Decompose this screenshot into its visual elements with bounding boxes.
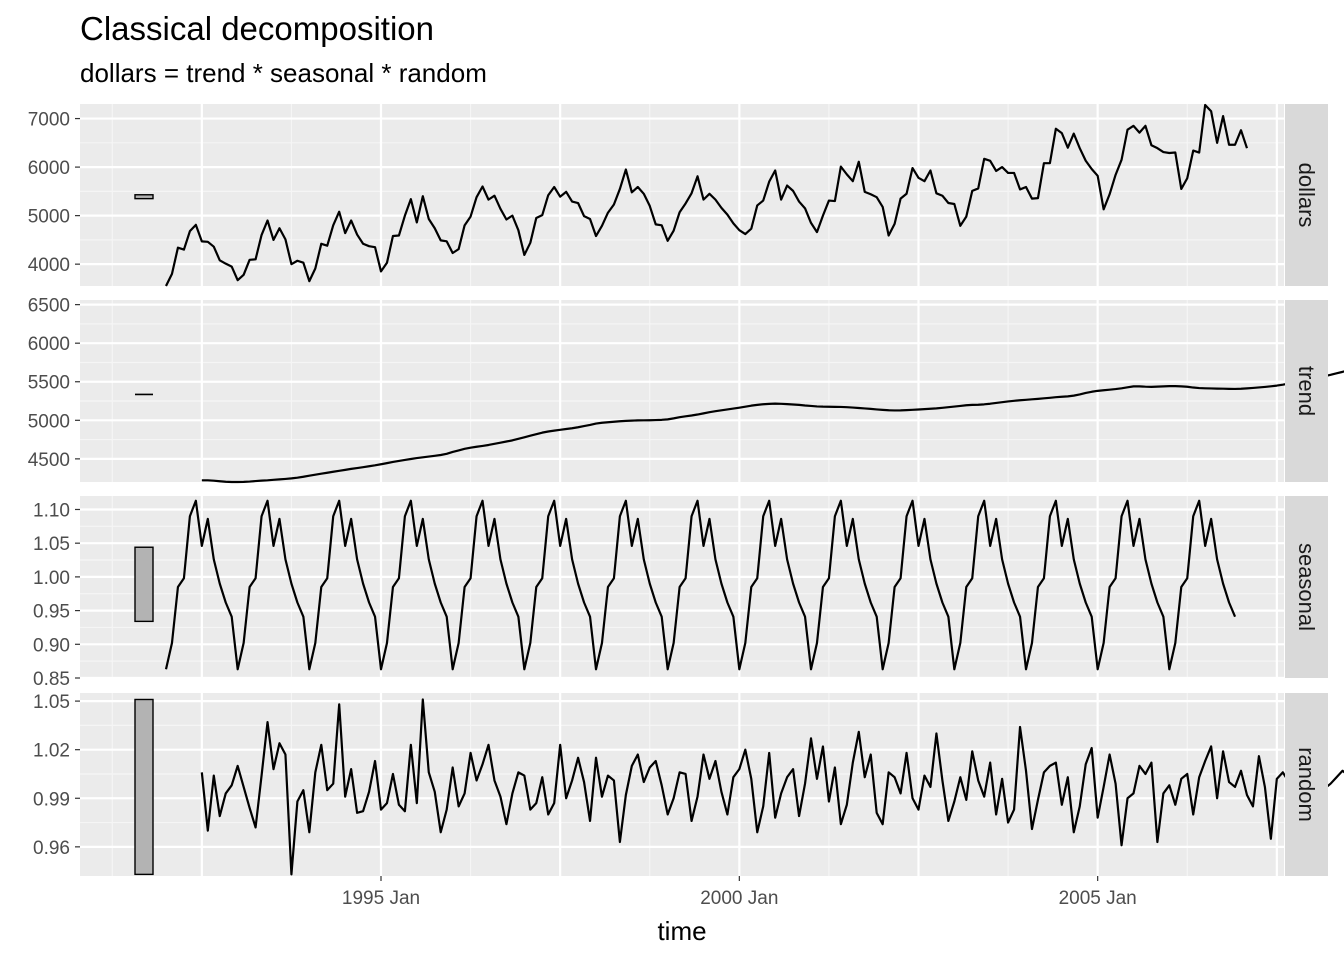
y-tick-label: 5500 bbox=[28, 373, 70, 394]
y-tick-label: 5000 bbox=[28, 207, 70, 228]
facet-strip bbox=[1285, 300, 1328, 482]
y-tick-label: 6000 bbox=[28, 158, 70, 179]
panel-dollars: 4000 5000 6000 7000 dollars bbox=[28, 103, 1328, 287]
y-tick-label: 4000 bbox=[28, 255, 70, 276]
y-tick-label: 1.00 bbox=[33, 568, 70, 589]
scale-bar bbox=[134, 546, 154, 623]
scale-bar bbox=[134, 698, 154, 876]
y-tick-label: 0.90 bbox=[33, 635, 70, 656]
y-tick-label: 1.10 bbox=[33, 500, 70, 521]
facet-strip-label: seasonal bbox=[1294, 543, 1319, 631]
series-line-random bbox=[200, 698, 1344, 876]
y-tick-label: 0.96 bbox=[33, 838, 70, 859]
x-tick-label: 2005 Jan bbox=[1059, 888, 1137, 909]
y-tick-label: 1.05 bbox=[33, 534, 70, 555]
x-tick-label: 2000 Jan bbox=[700, 888, 778, 909]
series-line-dollars bbox=[165, 103, 1249, 287]
facet-strip bbox=[1285, 496, 1328, 678]
y-tick-label: 6000 bbox=[28, 334, 70, 355]
chart-title: Classical decomposition bbox=[80, 10, 434, 47]
facet-panels: 4000 5000 6000 7000 dollars 4500 5000 5500 6000 6… bbox=[28, 103, 1344, 876]
y-tick-label: 7000 bbox=[28, 110, 70, 131]
panel-background bbox=[80, 104, 1284, 286]
facet-strip-label: random bbox=[1294, 747, 1319, 822]
panel-background bbox=[80, 300, 1284, 482]
y-tick-label: 0.95 bbox=[33, 602, 70, 623]
y-tick-label: 0.85 bbox=[33, 669, 70, 690]
y-tick-label: 4500 bbox=[28, 450, 70, 471]
facet-strip-label: trend bbox=[1294, 366, 1319, 416]
y-tick-label: 6500 bbox=[28, 296, 70, 317]
facet-strip-label: dollars bbox=[1294, 163, 1319, 228]
x-axis-title: time bbox=[657, 916, 706, 946]
panel-random: 0.96 0.99 1.02 1.05 random bbox=[33, 692, 1344, 876]
facet-strip bbox=[1285, 693, 1328, 876]
chart-subtitle: dollars = trend * seasonal * random bbox=[80, 58, 487, 88]
x-tick-label: 1995 Jan bbox=[342, 888, 420, 909]
series-line-seasonal bbox=[164, 499, 1237, 671]
facet-strip bbox=[1285, 104, 1328, 286]
y-tick-label: 5000 bbox=[28, 411, 70, 432]
series-line-trend bbox=[201, 370, 1344, 484]
panel-seasonal: 0.85 0.90 0.95 1.00 1.05 1.10 seasonal bbox=[33, 496, 1328, 690]
y-tick-label: 1.05 bbox=[33, 692, 70, 713]
y-tick-label: 1.02 bbox=[33, 741, 70, 762]
scale-bar bbox=[134, 194, 154, 200]
panel-trend: 4500 5000 5500 6000 6500 trend bbox=[28, 296, 1344, 484]
y-tick-label: 0.99 bbox=[33, 789, 70, 810]
x-axis: 1995 Jan 2000 Jan 2005 Jan bbox=[342, 876, 1137, 909]
